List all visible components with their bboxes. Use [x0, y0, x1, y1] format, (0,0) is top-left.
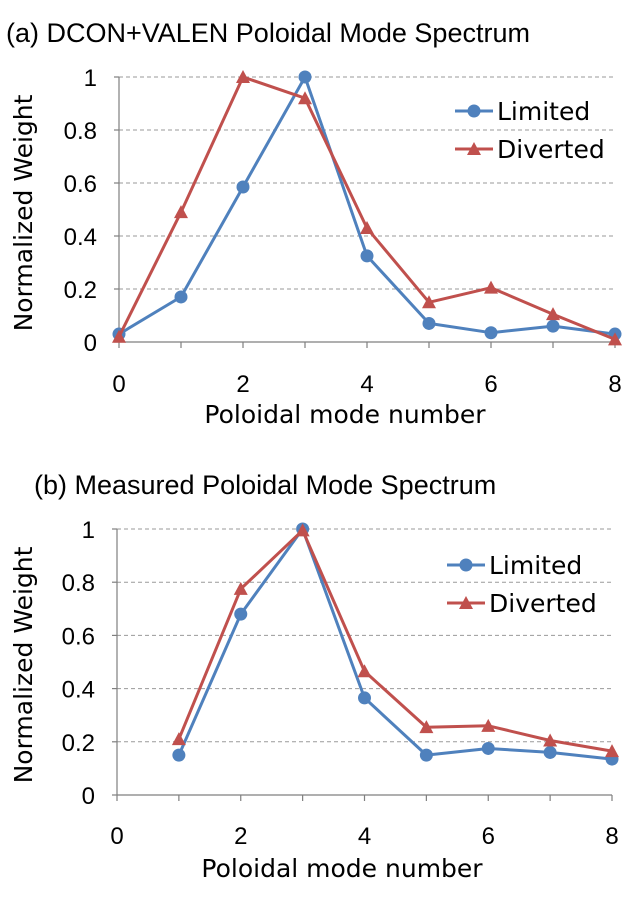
data-point-diverted [295, 523, 310, 537]
data-point-limited [172, 748, 186, 762]
data-point-limited [543, 745, 557, 759]
x-tick-label: 4 [360, 371, 373, 398]
x-tick-label: 0 [112, 371, 125, 398]
data-point-diverted [357, 664, 372, 678]
data-point-limited [298, 70, 312, 84]
y-tick-label: 1 [84, 65, 97, 92]
y-tick-label: 1 [82, 517, 95, 544]
data-point-diverted [546, 307, 560, 321]
data-point-diverted [360, 221, 374, 235]
y-tick-label: 0.6 [64, 171, 97, 198]
y-tick-label: 0.8 [62, 570, 95, 597]
x-tick-label: 4 [358, 823, 371, 850]
data-point-limited [481, 741, 495, 755]
chart-title: (b) Measured Poloidal Mode Spectrum [34, 470, 496, 500]
data-point-limited [234, 607, 248, 621]
chart-panel-a: (a) DCON+VALEN Poloidal Mode Spectrum Po… [6, 18, 622, 429]
y-tick-label: 0.4 [62, 677, 95, 704]
y-tick-label: 0 [82, 783, 95, 810]
x-tick-label: 8 [608, 371, 621, 398]
legend-label-diverted: Diverted [497, 135, 605, 164]
data-point-diverted [543, 733, 558, 747]
y-tick-label: 0 [84, 330, 97, 357]
x-tick-label: 8 [605, 823, 618, 850]
legend-label-limited: Limited [497, 97, 590, 126]
data-point-limited [236, 180, 250, 194]
data-point-limited [358, 691, 371, 705]
data-point-diverted [422, 295, 436, 309]
data-point-diverted [298, 91, 312, 105]
data-point-limited [546, 319, 560, 333]
series-line-diverted [177, 528, 613, 753]
x-tick-label: 2 [236, 371, 249, 398]
data-point-diverted [174, 205, 188, 219]
data-point-limited [484, 326, 498, 340]
data-point-diverted [608, 332, 622, 346]
legend-marker-limited [467, 104, 481, 118]
y-tick-label: 0.2 [64, 277, 97, 304]
x-tick-label: 0 [110, 823, 123, 850]
data-point-diverted [481, 718, 496, 732]
data-point-diverted [112, 329, 126, 343]
x-tick-label: 6 [484, 371, 497, 398]
data-point-diverted [236, 70, 250, 83]
data-point-limited [360, 249, 374, 263]
data-point-limited [174, 290, 188, 304]
legend-label-limited: Limited [489, 551, 582, 580]
data-point-limited [419, 748, 433, 762]
data-point-diverted [171, 732, 186, 746]
y-axis-label: Normalized Weight [9, 94, 38, 331]
x-axis-label: Poloidal mode number [204, 400, 486, 429]
y-axis-label: Normalized Weight [9, 546, 38, 783]
data-point-diverted [233, 581, 248, 595]
x-tick-label: 2 [234, 823, 247, 850]
series-line-limited [177, 527, 613, 761]
legend-label-diverted: Diverted [489, 589, 597, 618]
legend-marker-diverted [467, 142, 481, 155]
data-point-diverted [484, 280, 498, 294]
chart-panel-b: (b) Measured Poloidal Mode Spectrum Polo… [9, 470, 619, 883]
legend-marker-limited [459, 558, 473, 572]
x-axis-label: Poloidal mode number [201, 854, 483, 883]
data-point-diverted [419, 720, 434, 734]
y-tick-label: 0.6 [62, 623, 95, 650]
x-tick-label: 6 [482, 823, 495, 850]
y-tick-label: 0.2 [62, 730, 95, 757]
data-point-diverted [605, 744, 619, 758]
legend-marker-diverted [459, 596, 473, 609]
y-tick-label: 0.4 [64, 224, 97, 251]
data-point-limited [422, 316, 436, 330]
y-tick-label: 0.8 [64, 118, 97, 145]
chart-title: (a) DCON+VALEN Poloidal Mode Spectrum [6, 18, 530, 48]
